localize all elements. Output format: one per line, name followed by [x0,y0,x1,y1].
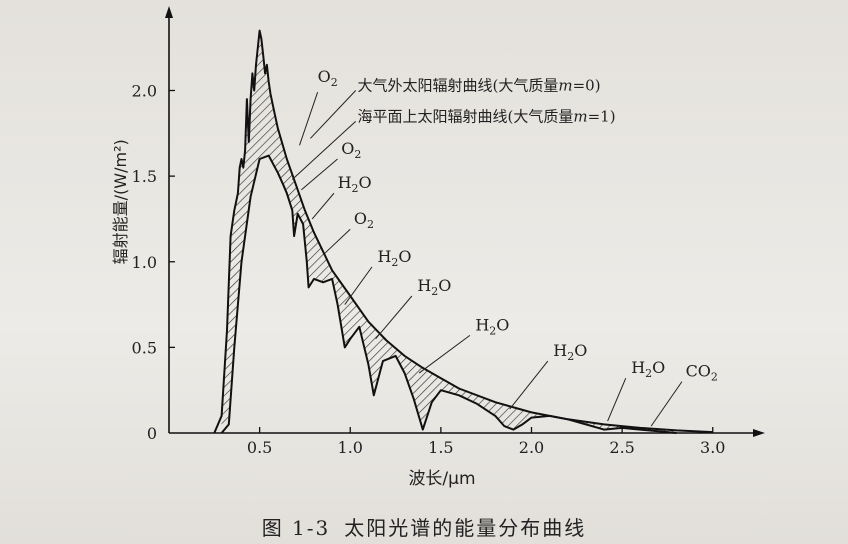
annotation-leader-line [324,228,351,254]
annotation-leader-line [310,90,357,139]
x-tick-label: 2.0 [519,438,544,457]
annotation-label: H2O [631,358,665,380]
figure-number: 图 1-3 [261,516,331,540]
y-axis-arrow [165,6,173,18]
x-tick-label: 1.5 [428,438,453,457]
solar-spectrum-chart: 0.5 1.0 1.5 2.0 2.5 3.0 0 0.5 1.0 1.5 2.0 波长/μm 辐射能量… [111,6,765,489]
x-tick-label: 3.0 [700,438,725,457]
annotation-leader-line [509,360,549,410]
annotation-leader-line [299,92,319,146]
series-line-extraterrestrial [213,29,713,434]
figure-title: 太阳光谱的能量分布曲线 [344,516,587,540]
annotation-label: 大气外太阳辐射曲线(大气质量m=0) [358,77,601,95]
annotation-leader-line [607,378,627,422]
annotation-label: 海平面上太阳辐射曲线(大气质量m=1) [358,107,616,125]
annotation-leader-line [300,158,338,191]
annotation-leader-line [418,334,471,374]
x-tick-label: 2.5 [609,438,634,457]
annotation-leader-line [311,192,335,220]
annotation-leader-line [291,120,357,180]
annotation-leader-line [650,381,683,427]
y-axis-label: 辐射能量/(W/m²) [111,139,130,264]
annotation-label: CO2 [686,361,718,383]
annotation-leader-line [375,295,413,340]
annotation-label: H2O [475,315,509,337]
annotation-label: H2O [417,276,451,298]
annotation-label: H2O [338,173,372,195]
figure-caption: 图 1-3 太阳光谱的能量分布曲线 [0,512,848,541]
y-tick-label: 2.0 [132,82,157,101]
x-tick-label: 1.0 [338,438,363,457]
annotation-label: O2 [318,67,338,89]
annotation-leader-line [344,266,373,305]
series-line-sea-level [220,154,677,434]
x-axis-label: 波长/μm [408,469,475,489]
y-tick-label: 1.5 [132,167,157,186]
y-tick-label: 1.0 [132,253,157,272]
x-tick-label: 0.5 [247,438,272,457]
x-axis-arrow [753,429,765,437]
annotation-label: O2 [354,209,374,231]
annotation-label: O2 [341,139,361,161]
y-tick-label: 0.5 [132,338,157,357]
y-tick-label: 0 [147,424,157,443]
annotation-label: H2O [553,341,587,363]
annotation-label: H2O [377,247,411,269]
